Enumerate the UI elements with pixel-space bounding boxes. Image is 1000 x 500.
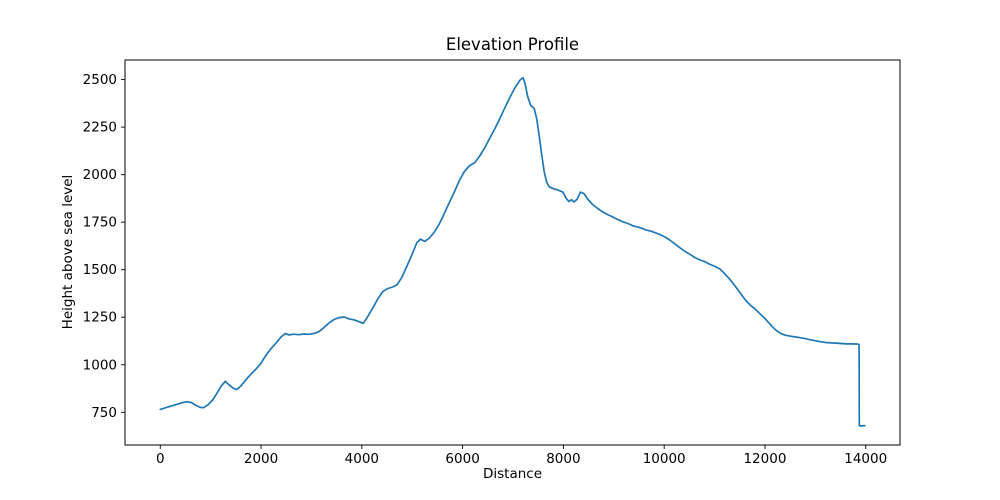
y-tick-label: 2000 <box>83 167 117 183</box>
y-tick-label: 1500 <box>83 262 117 278</box>
chart-title: Elevation Profile <box>445 35 580 54</box>
y-tick-label: 750 <box>91 405 117 421</box>
y-tick-label: 1250 <box>83 310 117 326</box>
y-tick-label: 2500 <box>83 72 117 88</box>
y-tick-label: 1000 <box>83 357 117 373</box>
x-tick-label: 10000 <box>643 451 686 467</box>
x-axis-label: Distance <box>482 466 543 482</box>
x-tick-label: 14000 <box>844 451 887 467</box>
x-tick-label: 0 <box>156 451 165 467</box>
x-tick-label: 12000 <box>743 451 786 467</box>
x-tick-label: 2000 <box>244 451 278 467</box>
y-tick-label: 2250 <box>83 120 117 136</box>
axes-frame <box>124 59 901 446</box>
x-tick-label: 6000 <box>445 451 479 467</box>
elevation-line <box>159 76 866 427</box>
x-tick-label: 8000 <box>546 451 580 467</box>
x-tick-label: 4000 <box>345 451 379 467</box>
y-tick-label: 1750 <box>83 215 117 231</box>
